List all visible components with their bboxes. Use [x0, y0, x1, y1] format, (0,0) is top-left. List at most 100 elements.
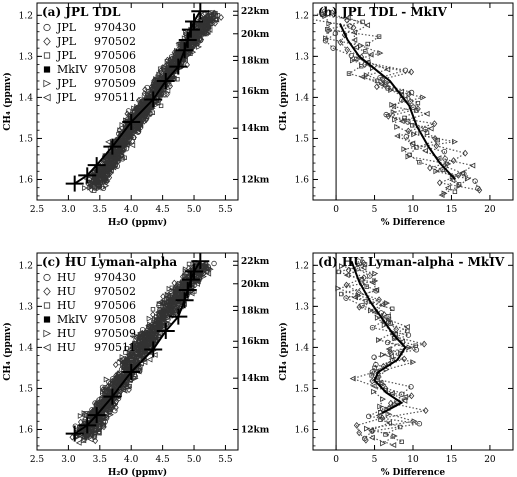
difference-point — [349, 375, 356, 382]
difference-point — [330, 45, 336, 51]
difference-point — [421, 340, 427, 348]
scatter-point — [167, 82, 174, 90]
x-tick-label: 2.5 — [30, 455, 45, 465]
altitude-label: 14km — [241, 124, 270, 134]
flight-difference-line — [345, 262, 426, 441]
difference-point — [367, 51, 374, 58]
scatter-point — [92, 400, 98, 406]
difference-point — [369, 324, 376, 331]
difference-point — [358, 42, 365, 49]
legend-date: 970508 — [94, 313, 136, 326]
difference-point — [390, 306, 395, 312]
legend-instrument: MkIV — [57, 63, 88, 76]
difference-point — [379, 75, 386, 83]
difference-point — [420, 94, 427, 101]
scatter-point — [205, 270, 212, 277]
altitude-label: 18km — [241, 56, 270, 66]
scatter-point — [158, 300, 165, 307]
altitude-label: 20km — [241, 30, 270, 40]
scatter-point — [148, 105, 155, 112]
y-tick-label: 1.3 — [295, 52, 310, 62]
flight-difference-line — [331, 12, 480, 191]
scatter-point — [174, 291, 179, 296]
difference-point — [378, 81, 385, 88]
difference-point — [361, 61, 368, 68]
scatter-point — [112, 378, 119, 386]
difference-point — [435, 155, 442, 162]
scatter-point — [99, 160, 106, 168]
difference-point — [377, 403, 384, 410]
difference-point — [339, 291, 344, 297]
difference-point — [438, 192, 445, 199]
altitude-label: 16km — [241, 337, 270, 347]
y-tick-label: 1.5 — [295, 134, 310, 144]
difference-point — [427, 125, 434, 132]
scatter-point — [98, 402, 103, 407]
x-tick-label: 15 — [446, 205, 458, 215]
scatter-point — [174, 49, 180, 57]
difference-point — [350, 57, 356, 64]
difference-point — [380, 351, 386, 358]
scatter-point — [125, 108, 132, 114]
difference-point — [385, 346, 392, 352]
difference-point — [415, 100, 421, 106]
difference-point — [450, 157, 457, 165]
scatter-point — [124, 110, 131, 118]
scatter-point — [161, 314, 167, 322]
scatter-point — [165, 305, 172, 311]
difference-point — [369, 279, 376, 286]
scatter-point — [104, 408, 111, 415]
difference-point — [379, 301, 386, 308]
difference-point — [346, 71, 352, 76]
scatter-point — [109, 403, 116, 411]
scatter-point — [204, 28, 211, 35]
legend-marker — [43, 37, 51, 46]
difference-point — [371, 388, 378, 395]
scatter-point — [147, 324, 152, 329]
scatter-point — [150, 110, 155, 115]
legend-marker — [43, 287, 51, 296]
difference-point — [363, 299, 369, 304]
scatter-point — [156, 316, 163, 323]
altitude-label: 18km — [241, 306, 270, 316]
legend-marker — [43, 302, 51, 309]
scatter-point — [108, 391, 115, 397]
difference-point — [405, 328, 410, 334]
difference-point — [386, 419, 392, 426]
scatter-point — [197, 21, 204, 28]
altitude-label: 16km — [241, 87, 270, 97]
x-tick-label: 5 — [372, 205, 378, 215]
scatter-point — [129, 142, 136, 149]
difference-point — [401, 146, 408, 153]
difference-point — [403, 134, 410, 140]
scatter-point — [80, 437, 87, 444]
difference-point — [323, 35, 330, 42]
scatter-point — [137, 329, 143, 336]
legend-marker — [43, 79, 52, 88]
difference-point — [375, 412, 382, 419]
x-tick-label: 2.5 — [30, 205, 45, 215]
scatter-point — [143, 116, 149, 124]
y-axis-label: CH₄ (ppmv) — [278, 322, 289, 381]
difference-point — [335, 285, 342, 292]
scatter-point — [104, 166, 109, 172]
flight-difference-line — [345, 267, 409, 446]
scatter-point — [168, 288, 175, 294]
x-tick-label: 3.0 — [61, 205, 76, 215]
difference-point — [370, 383, 377, 389]
scatter-point — [100, 169, 107, 177]
difference-point — [401, 397, 408, 404]
scatter-point — [132, 343, 138, 349]
legend-date: 970511 — [94, 341, 136, 354]
scatter-point — [100, 423, 107, 430]
scatter-point — [121, 360, 128, 368]
difference-point — [397, 424, 403, 430]
scatter-point — [150, 311, 156, 319]
flight-difference-line — [336, 263, 418, 443]
scatter-point — [198, 262, 205, 269]
difference-point — [380, 440, 387, 447]
scatter-point — [136, 353, 143, 360]
difference-point — [363, 436, 369, 444]
x-tick-label: 0 — [333, 455, 339, 465]
